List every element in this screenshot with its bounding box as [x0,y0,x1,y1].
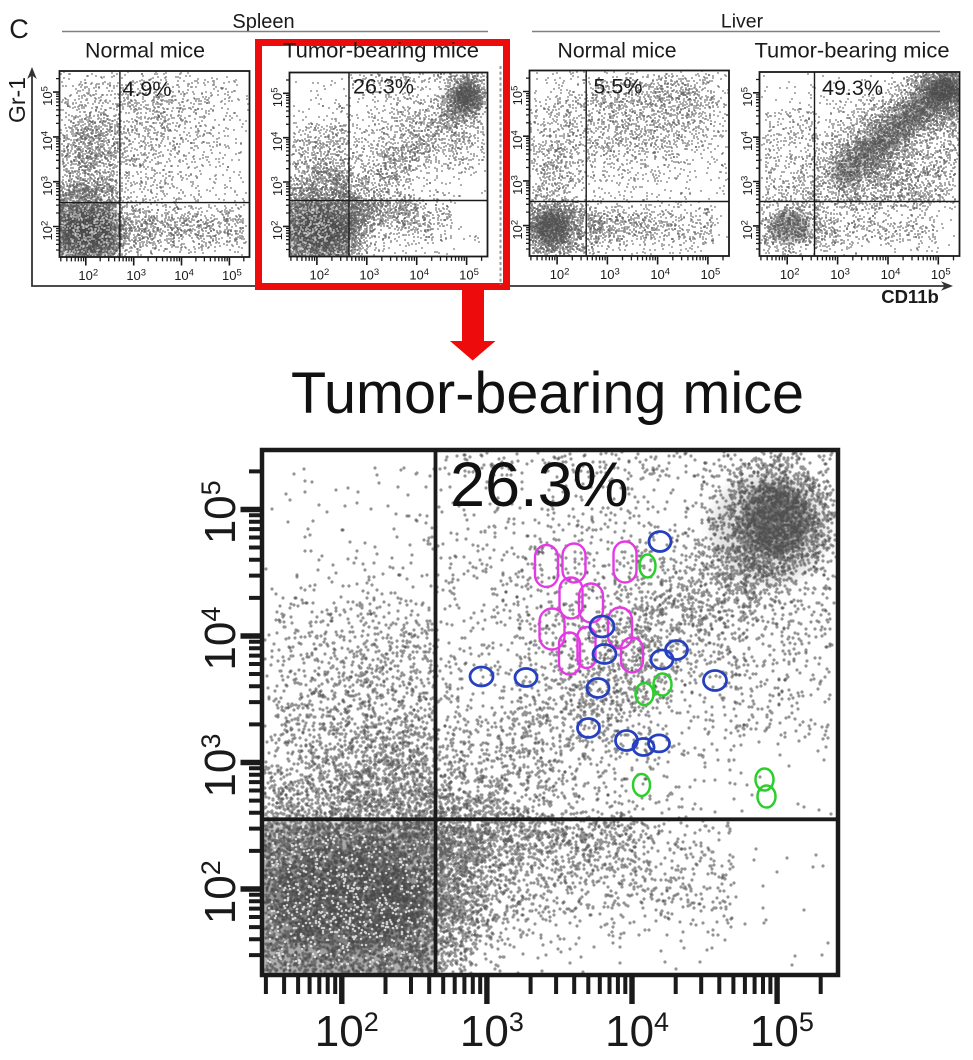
svg-text:Normal mice: Normal mice [85,39,205,63]
svg-text:5.5%: 5.5% [594,75,643,99]
svg-text:Liver: Liver [721,11,764,33]
svg-text:Normal mice: Normal mice [558,39,677,63]
svg-text:4.9%: 4.9% [123,77,172,101]
svg-text:CD11b: CD11b [881,286,939,307]
svg-text:49.3%: 49.3% [822,76,883,100]
svg-text:102: 102 [315,1007,379,1056]
svg-text:Tumor-bearing mice: Tumor-bearing mice [283,39,479,63]
svg-text:C: C [9,14,29,44]
svg-text:Gr-1: Gr-1 [4,77,30,123]
svg-text:26.3%: 26.3% [353,75,414,99]
svg-text:Tumor-bearing mice: Tumor-bearing mice [755,39,950,63]
svg-text:Tumor-bearing mice: Tumor-bearing mice [291,361,804,426]
svg-text:26.3%: 26.3% [450,450,629,520]
svg-text:Spleen: Spleen [232,11,294,33]
svg-text:103: 103 [196,734,245,798]
